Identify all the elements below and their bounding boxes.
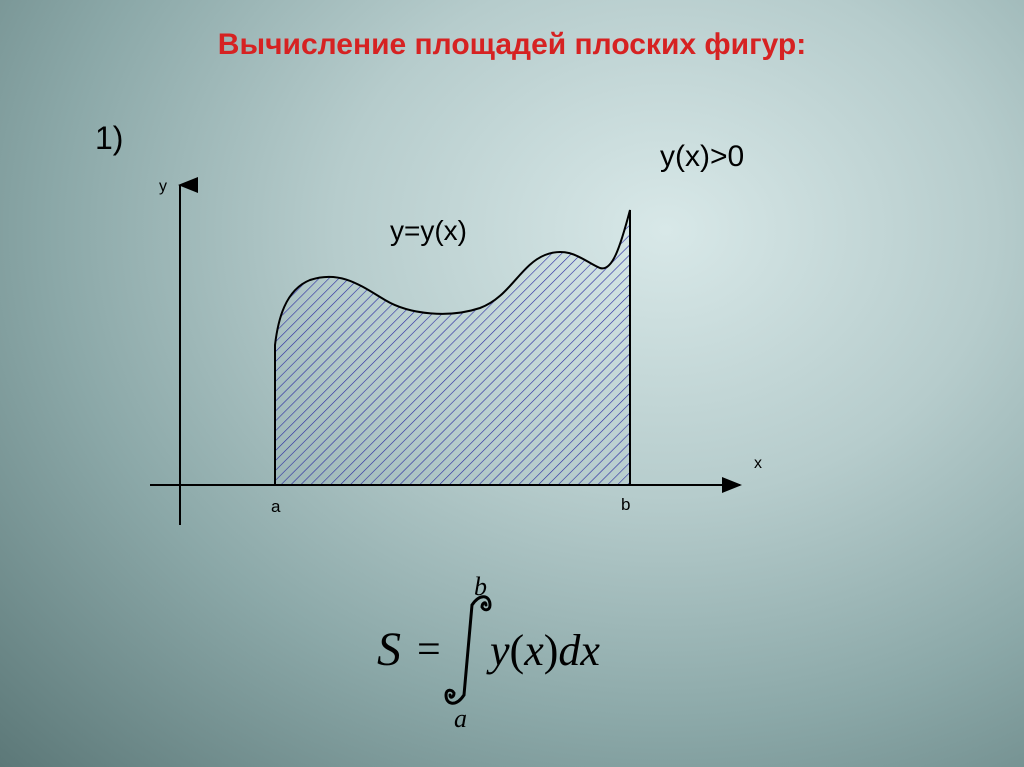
integral-region <box>275 210 630 485</box>
integral-formula: S = b a y(x)dx <box>0 555 1024 740</box>
tick-label-a: a <box>271 497 280 517</box>
formula-S: S <box>377 623 401 676</box>
condition-text: y(x)>0 <box>660 140 744 174</box>
x-axis-label: x <box>754 455 762 473</box>
area-chart <box>130 170 750 530</box>
item-number: 1) <box>95 120 123 157</box>
formula-lower-limit: a <box>454 704 467 733</box>
formula-upper-limit: b <box>474 572 487 601</box>
integral-symbol <box>446 597 490 704</box>
page-title: Вычисление площадей плоских фигур: <box>0 28 1024 62</box>
formula-integrand: y(x)dx <box>486 626 600 675</box>
y-axis-label: y <box>159 178 167 196</box>
tick-label-b: b <box>621 495 630 515</box>
formula-equals: = <box>417 627 441 673</box>
